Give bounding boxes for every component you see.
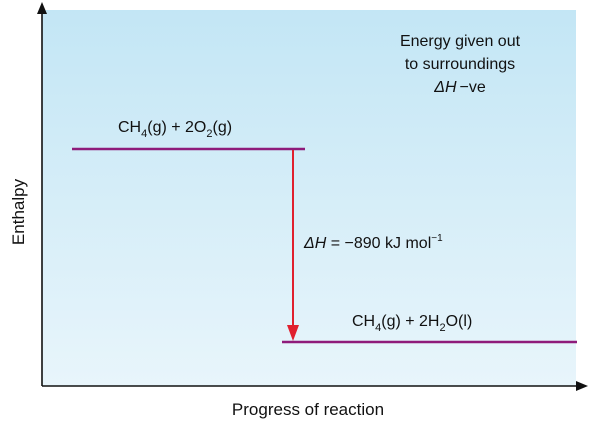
- enthalpy-change-arrowhead: [287, 325, 299, 341]
- note-line-3: ΔH −ve: [433, 79, 486, 96]
- y-axis-label: Enthalpy: [9, 178, 28, 245]
- note-delta-h-sign: −ve: [460, 79, 486, 96]
- products-label: CH4(g) + 2H2O(l): [352, 313, 472, 334]
- delta-h-value: = −890 kJ mol: [326, 235, 431, 252]
- y-axis-arrowhead: [37, 2, 47, 14]
- note-delta-h-symbol: ΔH: [433, 79, 457, 96]
- delta-h-units-exponent: −1: [431, 233, 443, 244]
- delta-h-symbol: ΔH: [303, 235, 327, 252]
- note-line-2: to surroundings: [405, 56, 515, 73]
- enthalpy-change-label: ΔH = −890 kJ mol−1: [303, 233, 443, 252]
- reactants-label: CH4(g) + 2O2(g): [118, 119, 232, 140]
- plot-background: [42, 10, 576, 386]
- x-axis-arrowhead: [576, 381, 588, 391]
- x-axis-label: Progress of reaction: [232, 400, 384, 419]
- note-line-1: Energy given out: [400, 33, 521, 50]
